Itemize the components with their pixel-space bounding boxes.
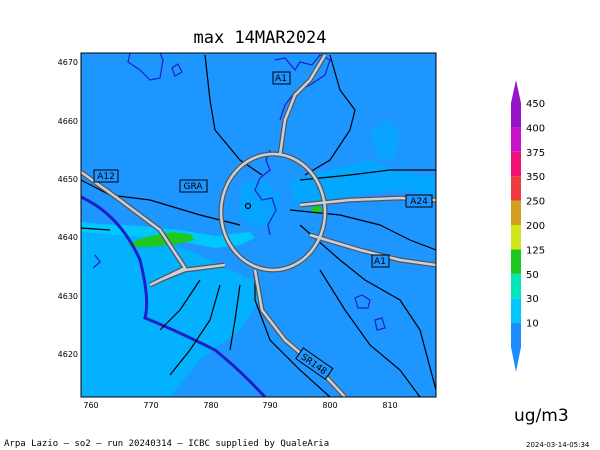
colorbar-segment [511, 322, 521, 347]
road-label-a24: A24 [410, 197, 428, 207]
road-label-a1-north: A1 [275, 74, 287, 84]
map-frame [80, 52, 437, 398]
colorbar-label: 450 [526, 99, 545, 110]
colorbar-segment [511, 225, 521, 250]
colorbar-segments [511, 103, 521, 347]
colorbar-label: 250 [526, 197, 545, 208]
credit-line: Arpa Lazio — so2 — run 20240314 — ICBC s… [4, 439, 330, 449]
colorbar: 10 30 50 125 200 250 350 375 400 450 [511, 80, 545, 372]
colorbar-label: 125 [526, 245, 545, 256]
colorbar-segment [511, 298, 521, 323]
so2-field [81, 53, 436, 397]
field-patch-northeast [370, 120, 400, 160]
x-tick-label: 810 [382, 401, 397, 410]
road-label-a1-south: A1 [374, 257, 386, 267]
road-label-box-a1-south [371, 254, 390, 268]
contour-southeast-1 [354, 294, 371, 309]
contour-southeast-2 [374, 317, 386, 331]
x-tick-label: 800 [322, 401, 337, 410]
colorbar-labels: 10 30 50 125 200 250 350 375 400 450 [526, 99, 545, 330]
colorbar-top-arrow [511, 80, 521, 103]
boundary-lines [81, 54, 436, 397]
x-tick-label: 780 [203, 401, 218, 410]
timestamp: 2024-03-14-05:34 [526, 441, 590, 449]
field-city-center [240, 180, 280, 230]
y-tick-label: 4670 [58, 58, 78, 67]
y-tick-label: 4630 [58, 292, 78, 301]
colorbar-segment [511, 273, 521, 299]
units-label: ug/m3 [514, 406, 569, 426]
x-tick-label: 790 [262, 401, 277, 410]
green-patch-east [310, 205, 323, 214]
road-label-box-a1-north [272, 71, 291, 85]
colorbar-label: 50 [526, 270, 539, 281]
colorbar-label: 30 [526, 294, 539, 305]
contour-north-small [171, 63, 183, 77]
contour-west-small [92, 254, 101, 269]
colorbar-segment [511, 200, 521, 225]
y-axis: 4670 4660 4650 4640 4630 4620 [58, 58, 78, 359]
colorbar-segment [511, 249, 521, 274]
coastline [81, 195, 267, 397]
colorbar-label: 10 [526, 319, 539, 330]
y-tick-label: 4620 [58, 350, 78, 359]
road-label-box-a24 [405, 194, 433, 208]
x-tick-label: 760 [83, 401, 98, 410]
y-tick-label: 4640 [58, 233, 78, 242]
y-tick-label: 4650 [58, 175, 78, 184]
map-title: max 14MAR2024 [193, 28, 327, 48]
colorbar-label: 375 [526, 148, 545, 159]
colorbar-segment [511, 127, 521, 152]
y-tick-label: 4660 [58, 117, 78, 126]
road-label-box-sr148 [295, 347, 334, 380]
colorbar-label: 400 [526, 123, 545, 134]
colorbar-bottom-arrow [511, 347, 521, 372]
contour-north [127, 53, 164, 81]
colorbar-label: 200 [526, 221, 545, 232]
x-tick-label: 770 [143, 401, 158, 410]
contour-tiber [254, 149, 277, 236]
x-axis: 760 770 780 790 800 810 [83, 401, 397, 410]
colorbar-segment [511, 151, 521, 177]
city-center-marker [244, 202, 252, 210]
colorbar-segment [511, 176, 521, 201]
road-label-box-gra [179, 179, 208, 193]
road-label-box-a12 [93, 169, 119, 183]
road-label-a12: A12 [97, 172, 115, 182]
field-band-east [290, 160, 436, 205]
colorbar-label: 350 [526, 172, 545, 183]
road-label-gra: GRA [183, 182, 203, 192]
colorbar-segment [511, 103, 521, 128]
green-patch-west [128, 232, 195, 247]
